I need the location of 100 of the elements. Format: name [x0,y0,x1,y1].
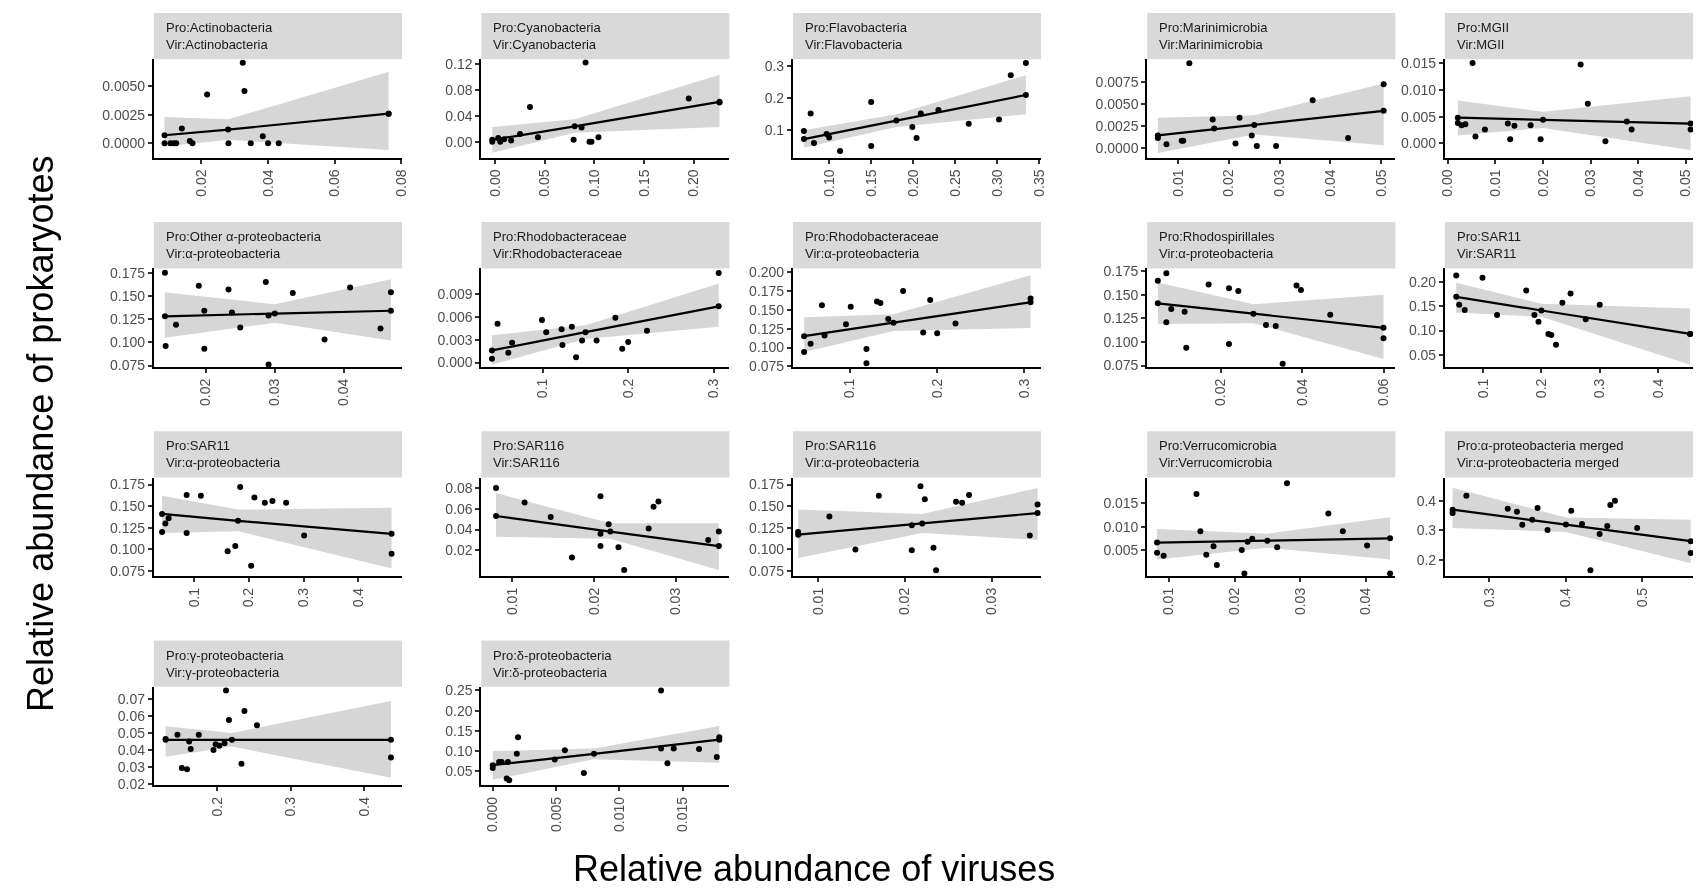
y-tick-label: 0.08 [445,479,473,496]
x-tick-label: 0.03 [667,587,684,616]
y-tick-label: 0.100 [1103,333,1139,350]
x-tick-label: 0.03 [983,587,1000,616]
y-tick-label: 0.015 [1401,54,1437,71]
y-tick-label: 0.006 [437,308,473,325]
chart-title: Pro:SAR116 Vir:SAR116 [493,438,565,470]
chart-title: Pro:SAR11 Vir:α-proteobacteria [166,438,281,470]
chart-title: Pro:Flavobacteria Vir:Flavobacteria [805,20,908,52]
x-tick-label: 0.4 [1557,587,1574,608]
x-tick-label: 0.01 [1486,169,1503,197]
x-tick-label: 0.4 [355,796,372,817]
x-tick-label: 0.015 [674,796,691,833]
y-tick-label: 0.4 [1416,492,1437,509]
y-tick-label: 0.0000 [1095,139,1139,156]
chart-title: Pro:Other α-proteobacteria Vir:α-proteobacteria [166,229,322,261]
y-tick-label: 0.05 [117,724,146,741]
x-tick-label: 0.02 [193,169,210,197]
y-tick-label: 0.10 [445,742,473,759]
x-tick-label: 0.3 [282,796,299,817]
y-tick-label: 0.125 [1103,310,1139,327]
chart-title: Pro:SAR116 Vir:α-proteobacteria [805,438,920,470]
chart-title: Pro:MGII Vir:MGII [1457,20,1510,52]
y-tick-label: 0.075 [110,357,146,374]
y-tick-label: 0.100 [110,541,146,558]
x-tick-label: 0.005 [547,796,564,833]
y-tick-label: 0.3 [764,58,785,75]
y-tick-label: 0.175 [110,476,146,493]
x-tick-label: 0.04 [1357,587,1374,616]
y-tick-label: 0.125 [749,519,785,536]
chart-title: Pro:Marinimicrobia Vir:Marinimicrobia [1159,20,1269,52]
x-tick-label: 0.2 [208,796,225,817]
y-tick-label: 0.02 [445,542,473,559]
y-tick-label: 0.2 [764,90,785,107]
y-tick-label: 0.0000 [102,135,146,152]
y-tick-label: 0.03 [117,758,146,775]
x-tick-label: 0.03 [1291,587,1308,616]
x-axis-title: Relative abundance of viruses [573,848,1056,889]
x-tick-label: 0.2 [928,378,945,399]
y-tick-label: 0.2 [1416,552,1437,569]
x-tick-label: 0.3 [1591,378,1608,399]
x-tick-label: 0.2 [619,378,636,399]
y-tick-label: 0.15 [1408,298,1437,315]
y-tick-label: 0.150 [110,287,146,304]
x-tick-label: 0.02 [1220,169,1237,197]
chart-title: Pro:SAR11 Vir:SAR11 [1457,229,1522,261]
chart-title: Pro:Cyanobacteria Vir:Cyanobacteria [493,20,602,52]
y-tick-label: 0.100 [749,541,785,558]
y-tick-label: 0.20 [1408,273,1437,290]
y-tick-label: 0.12 [445,56,473,73]
x-tick-label: 0.04 [335,378,352,406]
x-tick-label: 0.00 [486,169,503,197]
x-tick-label: 0.25 [946,169,963,197]
y-tick-label: 0.000 [437,354,473,371]
y-tick-label: 0.200 [749,264,785,281]
x-tick-label: 0.15 [635,169,652,197]
y-tick-label: 0.15 [445,722,473,739]
x-tick-label: 0.02 [1212,378,1229,406]
y-tick-label: 0.003 [437,331,473,348]
chart-title: Pro:Verrucomicrobia Vir:Verrucomicrobia [1159,438,1278,470]
x-tick-label: 0.04 [1293,378,1310,406]
y-tick-label: 0.0025 [1095,117,1139,134]
y-tick-label: 0.005 [1401,108,1437,125]
x-tick-label: 0.1 [185,587,202,608]
x-tick-label: 0.010 [610,796,627,833]
x-tick-label: 0.03 [266,378,283,406]
y-tick-label: 0.125 [110,311,146,327]
y-tick-label: 0.075 [1103,357,1139,374]
y-tick-label: 0.075 [110,562,146,579]
y-tick-label: 0.04 [117,741,146,758]
y-tick-label: 0.0050 [1095,95,1139,112]
x-tick-label: 0.4 [1649,378,1666,399]
y-tick-label: 0.175 [1103,263,1139,280]
y-tick-label: 0.00 [445,133,473,150]
y-tick-label: 0.100 [749,339,785,356]
x-tick-label: 0.1 [534,378,551,399]
y-tick-label: 0.000 [1401,135,1437,152]
y-tick-label: 0.25 [445,682,473,699]
x-tick-label: 0.01 [1160,587,1177,616]
y-axis-title: Relative abundance of prokaryotes [19,155,61,712]
x-tick-label: 0.02 [197,378,214,406]
y-tick-label: 0.0050 [102,78,146,95]
y-tick-label: 0.010 [1401,81,1437,98]
x-tick-label: 0.10 [820,169,837,197]
y-tick-label: 0.150 [1103,286,1139,303]
y-tick-label: 0.04 [445,521,473,538]
x-tick-label: 0.3 [295,587,312,608]
x-tick-label: 0.04 [1629,169,1646,197]
y-tick-label: 0.3 [1416,522,1437,539]
x-tick-label: 0.00 [1439,169,1456,197]
y-tick-label: 0.015 [1103,495,1139,512]
y-tick-label: 0.005 [1103,541,1139,558]
x-tick-label: 0.02 [896,587,913,616]
chart-title: Pro:δ-proteobacteria Vir:δ-proteobacteria [493,648,613,680]
y-tick-label: 0.04 [445,107,473,124]
chart-title: Pro:Rhodobacteraceae Vir:α-proteobacteria [805,229,939,261]
y-tick-label: 0.009 [437,286,473,303]
x-tick-label: 0.15 [862,169,879,197]
y-tick-label: 0.0025 [102,106,146,123]
x-tick-label: 0.03 [1582,169,1599,197]
